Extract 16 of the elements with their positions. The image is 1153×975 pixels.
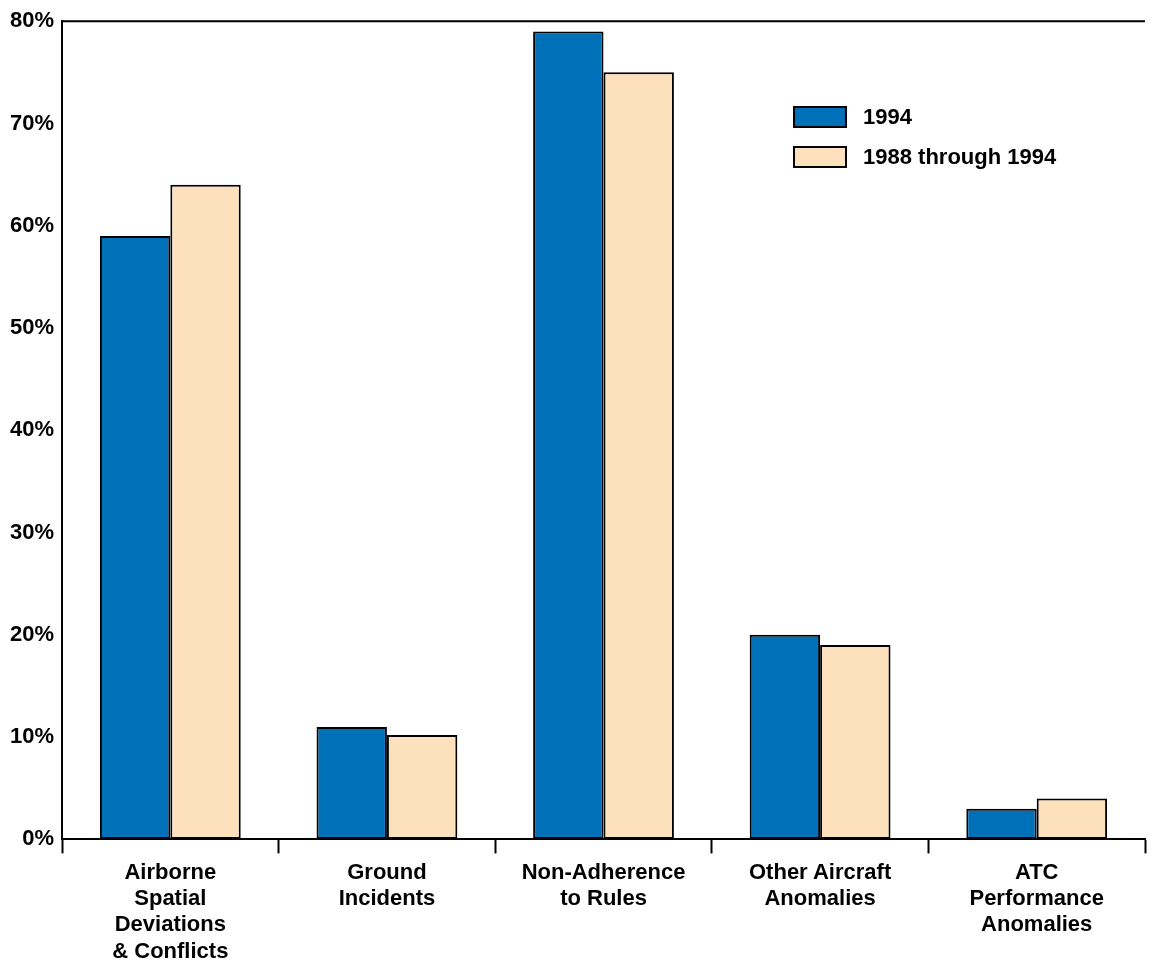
legend-label: 1988 through 1994 [863, 144, 1057, 171]
legend-label: 1994 [863, 104, 912, 131]
x-tick-label: Other Aircraft Anomalies [749, 858, 892, 911]
x-tick-label: ATC Performance Anomalies [969, 858, 1104, 937]
x-tick-label: Airborne Spatial Deviations & Conflicts [112, 858, 229, 963]
y-tick-label: 50% [9, 314, 55, 340]
y-tick-label: 60% [9, 211, 55, 237]
x-tick-label: Non-Adherence to Rules [521, 858, 686, 911]
x-tick-label: Ground Incidents [338, 858, 436, 911]
y-tick-label: 10% [9, 723, 55, 749]
y-tick-label: 80% [9, 7, 55, 33]
y-tick-label: 0% [22, 825, 55, 851]
y-tick-label: 70% [9, 109, 55, 135]
y-tick-label: 20% [9, 620, 55, 646]
y-tick-label: 30% [9, 518, 55, 544]
y-tick-label: 40% [9, 416, 55, 442]
